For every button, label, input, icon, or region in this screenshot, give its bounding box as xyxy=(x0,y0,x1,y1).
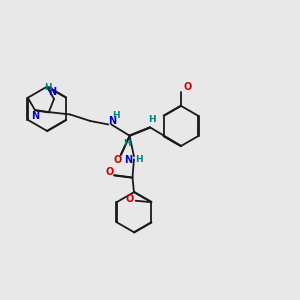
Text: H: H xyxy=(135,155,143,164)
Text: O: O xyxy=(106,167,114,177)
Text: N: N xyxy=(108,116,116,126)
Text: O: O xyxy=(113,155,121,165)
Text: N: N xyxy=(31,112,39,122)
Text: N: N xyxy=(124,155,133,165)
Text: H: H xyxy=(44,83,51,92)
Text: H: H xyxy=(123,140,131,148)
Text: H: H xyxy=(148,115,155,124)
Text: O: O xyxy=(126,194,134,204)
Text: H: H xyxy=(112,110,119,119)
Text: N: N xyxy=(49,88,57,98)
Text: O: O xyxy=(183,82,192,92)
